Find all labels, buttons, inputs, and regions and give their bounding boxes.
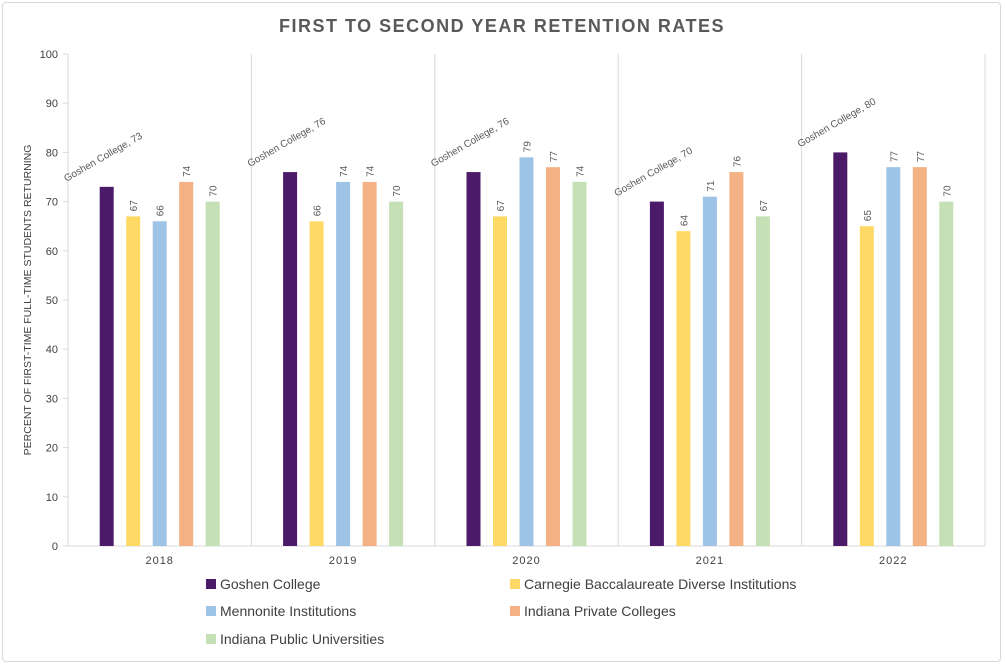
- data-label: 79: [523, 141, 534, 153]
- legend-label: Carnegie Baccalaureate Diverse Instituti…: [524, 576, 796, 592]
- legend-label: Indiana Private Colleges: [524, 603, 676, 619]
- data-label: 76: [732, 156, 743, 168]
- y-tick-label: 50: [46, 295, 58, 307]
- legend-swatch: [206, 606, 216, 616]
- x-tick-label: 2019: [329, 555, 357, 567]
- bar: [912, 167, 927, 546]
- bar: [309, 221, 324, 546]
- data-label: 64: [679, 215, 690, 227]
- y-tick-label: 100: [40, 49, 58, 61]
- data-label: Goshen College, 73: [62, 131, 144, 185]
- legend-swatch: [510, 606, 520, 616]
- bar: [649, 201, 664, 546]
- data-label: Goshen College, 70: [613, 145, 695, 199]
- bar: [729, 172, 744, 546]
- bar: [179, 181, 194, 547]
- x-tick-label: 2021: [696, 555, 724, 567]
- legend-swatch: [206, 579, 216, 589]
- data-label: 74: [576, 165, 587, 177]
- data-label: 67: [129, 200, 140, 212]
- data-label: 74: [366, 165, 377, 177]
- bar: [99, 186, 114, 546]
- data-label: 66: [156, 205, 167, 217]
- legend-label: Indiana Public Universities: [220, 631, 384, 647]
- bar: [152, 221, 167, 546]
- bar: [676, 231, 691, 546]
- y-tick-label: 0: [52, 541, 58, 553]
- y-tick-label: 40: [46, 344, 58, 356]
- data-label: 77: [889, 151, 900, 163]
- bar: [389, 201, 404, 546]
- x-tick-label: 2020: [512, 555, 540, 567]
- data-label: 77: [549, 151, 560, 163]
- bar: [283, 172, 298, 546]
- bar: [126, 216, 141, 547]
- x-tick-label: 2022: [879, 555, 907, 567]
- data-label: 70: [942, 185, 953, 197]
- bar: [833, 152, 848, 546]
- legend-swatch: [510, 579, 520, 589]
- bar: [572, 181, 587, 547]
- y-tick-label: 30: [46, 393, 58, 405]
- bar: [939, 201, 954, 546]
- data-label: Goshen College, 76: [246, 116, 328, 170]
- data-label: 70: [392, 185, 403, 197]
- y-tick-label: 90: [46, 98, 58, 110]
- legend-swatch: [206, 634, 216, 644]
- x-tick-label: 2018: [145, 555, 173, 567]
- data-label: 66: [313, 205, 324, 217]
- data-label: 77: [916, 151, 927, 163]
- legend-label: Goshen College: [220, 576, 321, 592]
- y-tick-label: 60: [46, 246, 58, 258]
- y-tick-label: 70: [46, 197, 58, 209]
- bar: [702, 196, 717, 546]
- bar: [519, 157, 534, 546]
- data-label: 70: [209, 185, 220, 197]
- chart-title: FIRST TO SECOND YEAR RETENTION RATES: [279, 16, 725, 36]
- data-label: 67: [496, 200, 507, 212]
- data-label: 74: [339, 165, 350, 177]
- bar: [755, 216, 770, 547]
- y-axis-label: PERCENT OF FIRST-TIME FULL-TIME STUDENTS…: [22, 145, 34, 456]
- legend-label: Mennonite Institutions: [220, 603, 356, 619]
- bar: [493, 216, 507, 547]
- bar: [362, 181, 377, 547]
- bar: [886, 167, 901, 546]
- data-label: Goshen College, 76: [429, 116, 511, 170]
- data-labels: Goshen College, 73 67 66 74 70 Goshen College…: [62, 96, 953, 226]
- data-label: 67: [759, 200, 770, 212]
- data-label: 74: [182, 165, 193, 177]
- data-label: 65: [863, 210, 874, 222]
- y-tick-label: 80: [46, 147, 58, 159]
- bar: [546, 167, 560, 546]
- bar: [336, 181, 351, 547]
- data-label: 71: [706, 180, 717, 192]
- data-label: Goshen College, 80: [796, 96, 878, 150]
- bar: [859, 226, 874, 546]
- bar: [205, 201, 220, 546]
- y-tick-label: 20: [46, 443, 58, 455]
- bar: [466, 172, 481, 546]
- y-tick-label: 10: [46, 492, 58, 504]
- bars: [99, 152, 954, 547]
- legend: Goshen College Carnegie Baccalaureate Div…: [206, 576, 796, 647]
